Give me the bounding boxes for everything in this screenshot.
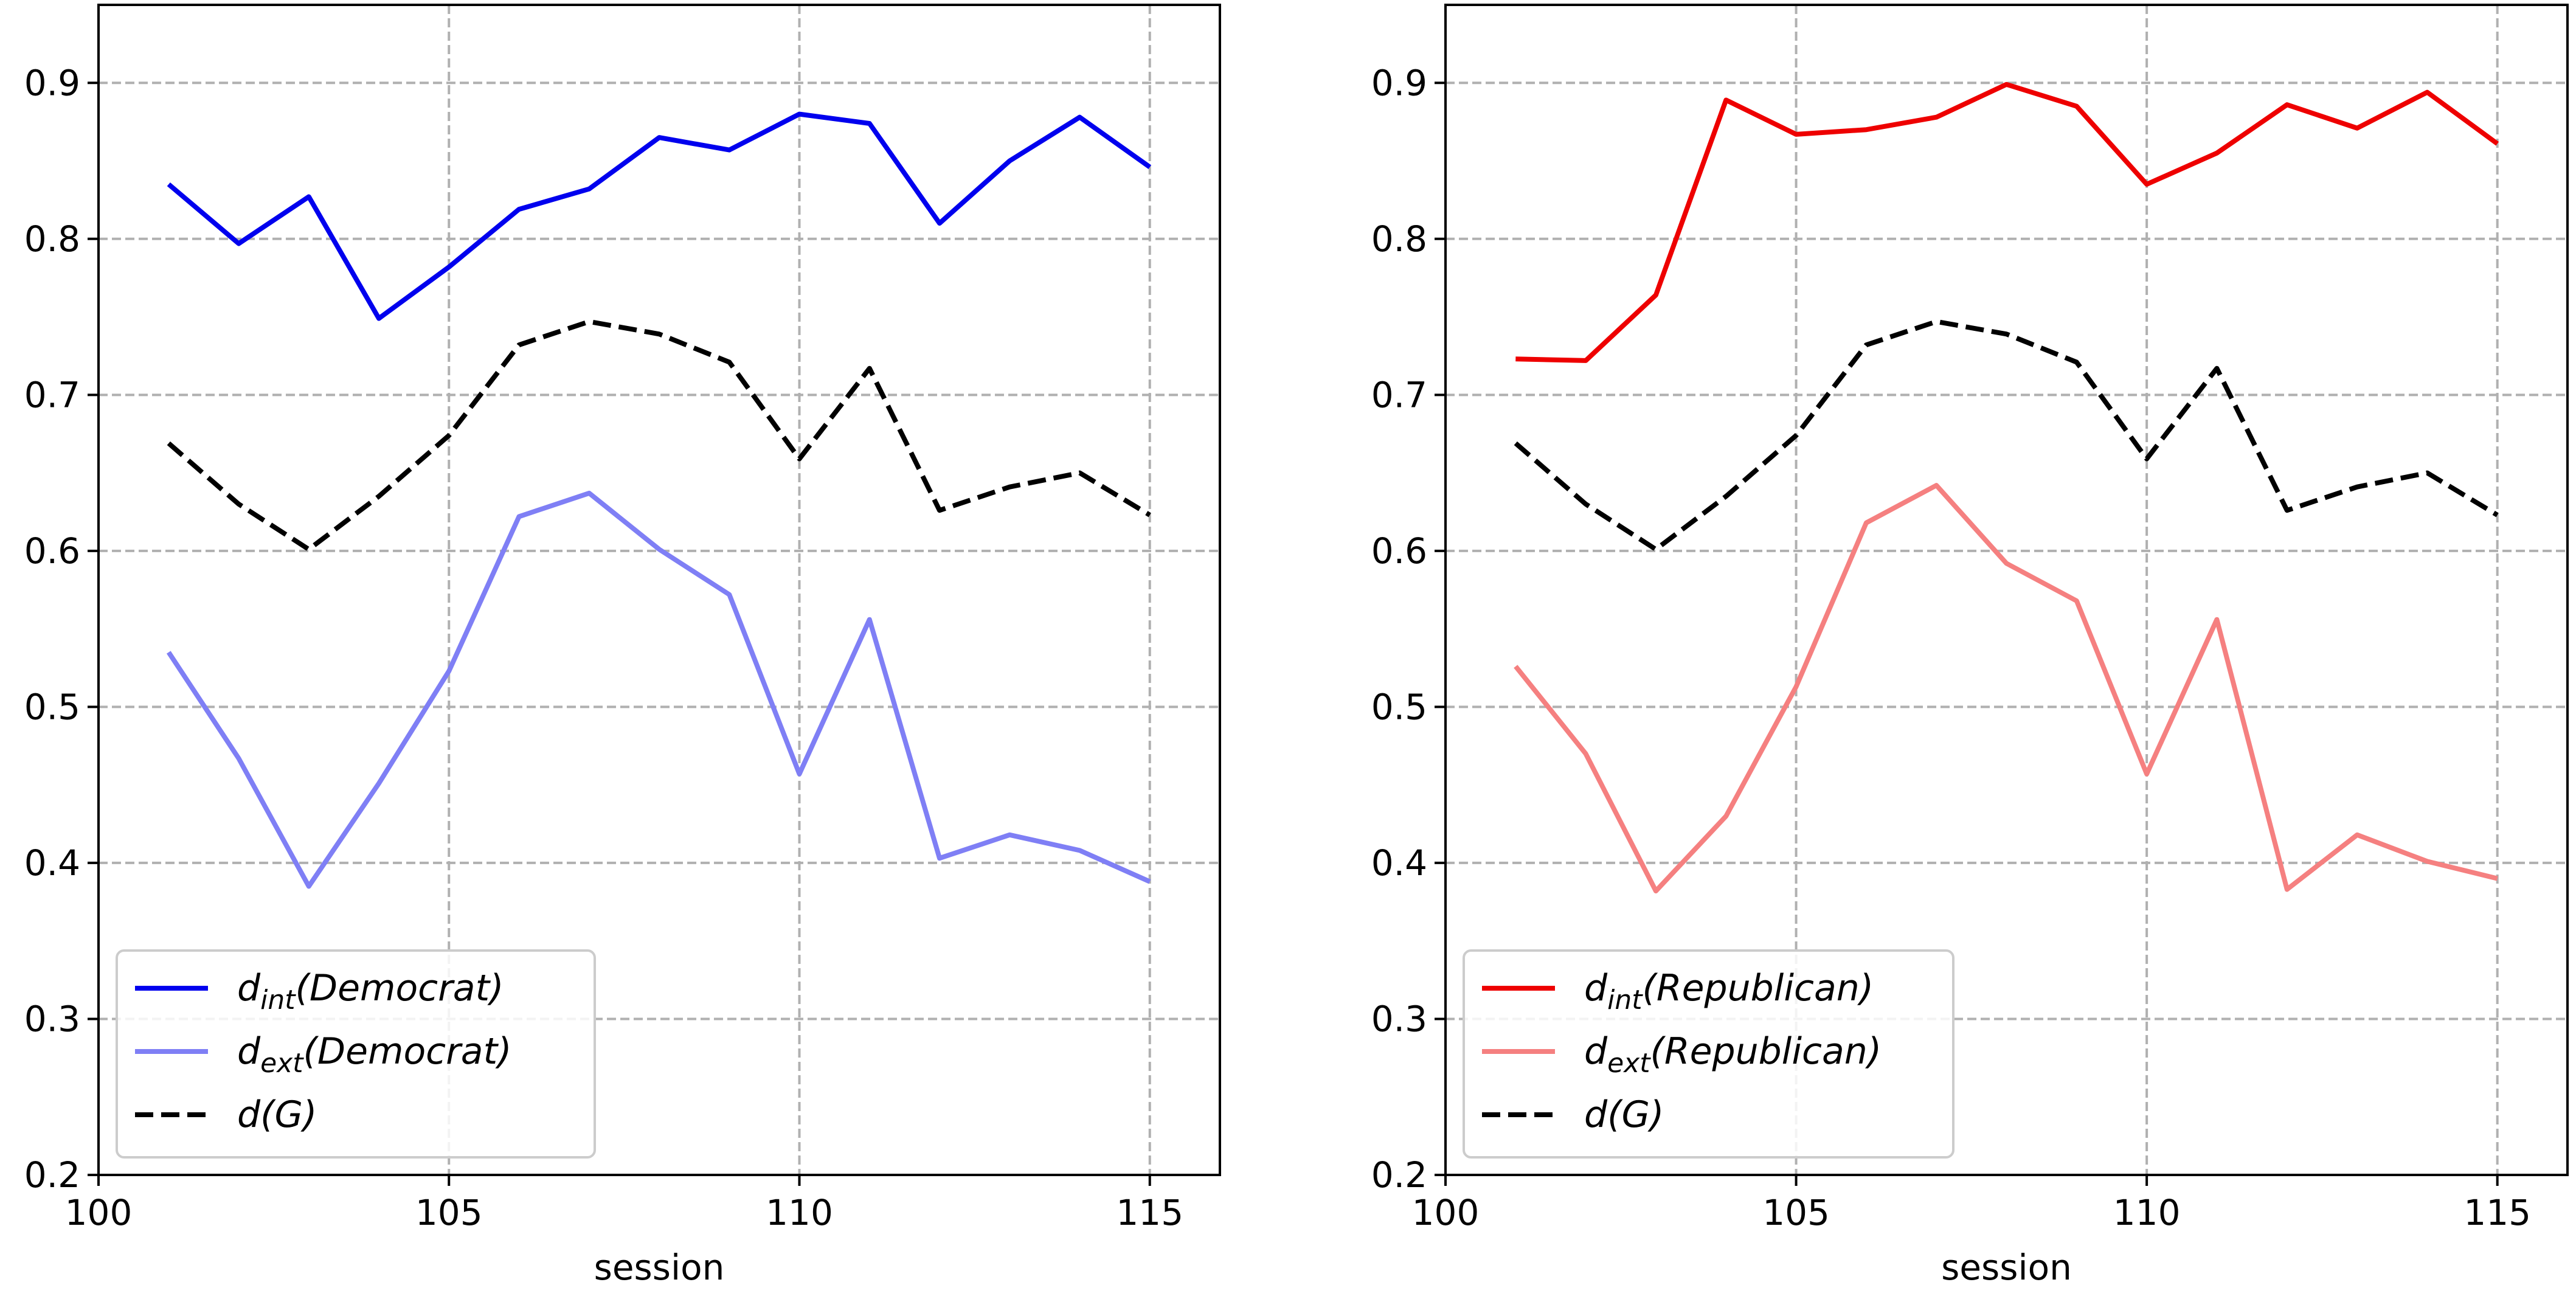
legend-label-rest: (Republican) [1650, 1030, 1882, 1073]
legend-label-base: d [1584, 967, 1608, 1010]
legend-box [1463, 949, 1955, 1159]
legend-label-subscript: int [260, 985, 296, 1016]
x-tick-label: 100 [1412, 1192, 1480, 1233]
legend-label: d(G) [237, 1093, 317, 1136]
x-tick-label: 100 [65, 1192, 133, 1233]
x-tick-label: 115 [2463, 1192, 2531, 1233]
right-chart-panel: 100 105 110 115 0.2 0.3 0.4 0.5 0.6 0.7 0.8 0.9 sess… [1371, 4, 2569, 1288]
y-tick-label: 0.6 [1371, 530, 1427, 572]
y-tick-label: 0.5 [24, 686, 80, 727]
x-axis-label: session [594, 1247, 725, 1288]
y-tick-label: 0.5 [1371, 686, 1427, 727]
x-tick-label: 105 [1762, 1192, 1830, 1233]
y-tick-label: 0.7 [1371, 374, 1427, 415]
legend-label-subscript: ext [1607, 1048, 1651, 1079]
x-tick-label: 105 [415, 1192, 483, 1233]
y-tick-label: 0.9 [1371, 62, 1427, 103]
y-tick-label: 0.3 [24, 998, 80, 1039]
legend-label-subscript: int [1607, 985, 1643, 1016]
y-tick-label: 0.4 [24, 842, 80, 884]
legend-label: dint(Democrat) [237, 967, 504, 1016]
legend-label-rest: (Democrat) [303, 1030, 511, 1073]
y-tick-label: 0.3 [1371, 998, 1427, 1039]
legend-label: dext(Democrat) [237, 1030, 512, 1079]
legend-label: d(G) [1584, 1093, 1664, 1136]
x-tick-label: 115 [1116, 1192, 1183, 1233]
series-line-d-int-democrat [167, 111, 1152, 321]
series-line-d-int-republican [1515, 81, 2499, 363]
legend-label-base: d [237, 967, 261, 1010]
axes-frame [1444, 4, 2569, 1176]
series-line-d-ext-republican [1514, 483, 2498, 894]
legend-label-subscript: ext [260, 1048, 304, 1079]
y-tick-label: 0.8 [24, 218, 80, 260]
y-tick-label: 0.2 [1371, 1154, 1427, 1196]
y-tick-label: 0.8 [1371, 218, 1427, 260]
legend-label-base: d [1584, 1030, 1608, 1073]
y-tick-label: 0.4 [1371, 842, 1427, 884]
x-tick-label: 110 [2113, 1192, 2181, 1233]
y-tick-label: 0.7 [24, 374, 80, 415]
legend-box [116, 949, 596, 1159]
y-tick-label: 0.2 [24, 1154, 80, 1196]
legend-label-base: d [237, 1030, 261, 1073]
x-axis-label: session [1941, 1247, 2072, 1288]
legend-label-rest: (G) [1607, 1093, 1664, 1136]
left-chart-panel: 100 105 110 115 0.2 0.3 0.4 0.5 0.6 0.7 0.8 0.9 sess… [24, 4, 1221, 1288]
series-line-d-g [167, 319, 1151, 552]
axes-frame [97, 4, 1221, 1176]
series-line-d-g [1514, 319, 2499, 552]
legend-label-rest: (Republican) [1642, 967, 1874, 1010]
legend-label-base: d [1584, 1093, 1608, 1136]
legend-label: dext(Republican) [1584, 1030, 1882, 1079]
legend-label-base: d [237, 1093, 261, 1136]
x-tick-label: 110 [766, 1192, 833, 1233]
y-tick-label: 0.9 [24, 62, 80, 103]
legend: dint(Democrat)dext(Democrat)d(G) [116, 949, 596, 1159]
legend-label-rest: (Democrat) [295, 967, 504, 1010]
legend-label-rest: (G) [260, 1093, 317, 1136]
y-tick-label: 0.6 [24, 530, 80, 572]
legend-label: dint(Republican) [1584, 967, 1874, 1016]
series-line-d-ext-democrat [166, 490, 1151, 889]
legend: dint(Republican)dext(Republican)d(G) [1463, 949, 1955, 1159]
